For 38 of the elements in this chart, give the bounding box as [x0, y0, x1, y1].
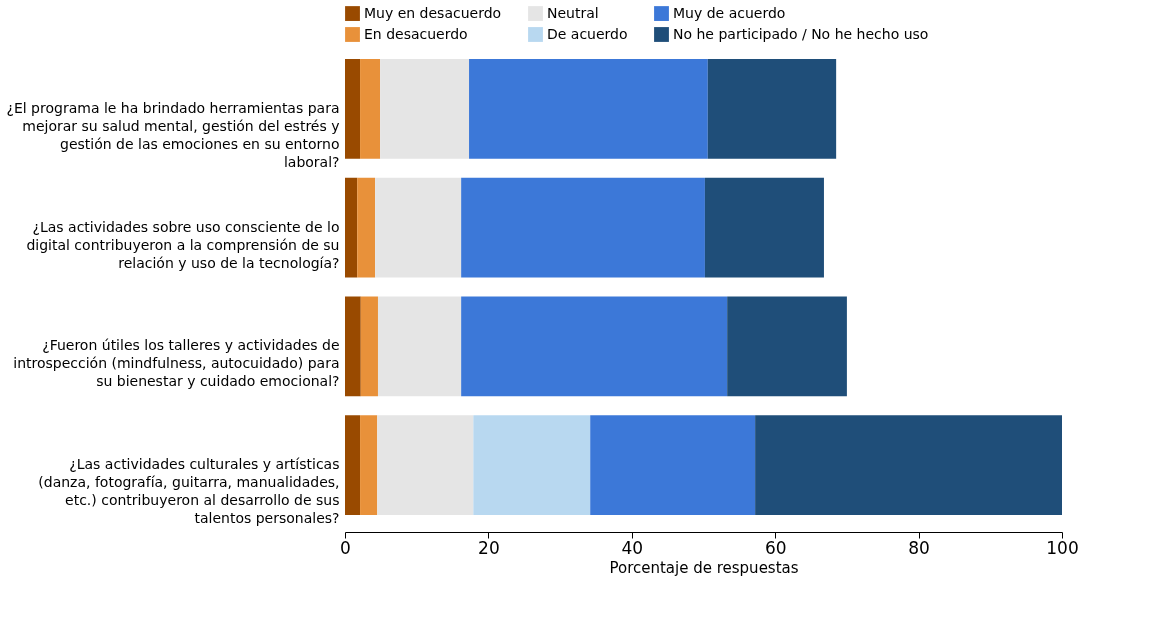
y-tick-label: ¿Las actividades sobre uso consciente de lo digital contribuyeron a la comprensión de su relación y uso de la tecnología?	[26, 218, 340, 271]
bar	[375, 177, 462, 278]
legend-label: Muy de acuerdo	[673, 4, 786, 21]
bar	[360, 415, 378, 515]
bar	[345, 177, 358, 278]
x-tick-label: 60	[764, 537, 787, 558]
bar	[345, 415, 361, 515]
bar	[380, 59, 470, 159]
bar	[707, 59, 837, 159]
bar	[590, 415, 756, 515]
x-tick-label: 0	[340, 537, 351, 558]
bar	[461, 177, 705, 278]
y-tick-label: ¿Las actividades culturales y artísticas (danza, fotografía, guitarra, manualidades, etc.) contribuyeron al desarrollo de sus talentos personales?	[38, 456, 340, 527]
y-tick-label: ¿El programa le ha brindado herramientas para mejorar su salud mental, gestión del estrés y gestión de las emociones en su entorno laboral?	[6, 99, 340, 170]
bar	[345, 296, 361, 397]
x-tick-label: 100	[1046, 537, 1079, 558]
bar	[704, 177, 824, 278]
bar	[360, 59, 381, 159]
bar	[461, 296, 728, 397]
legend-label: En desacuerdo	[364, 25, 468, 42]
legend-label: No he participado / No he hecho uso	[673, 25, 929, 42]
bar	[360, 296, 378, 397]
x-axis-title: Porcentaje de respuestas	[609, 558, 799, 577]
bar	[473, 415, 591, 515]
legend-label: Neutral	[547, 4, 599, 21]
bar	[377, 415, 474, 515]
bar	[357, 177, 376, 278]
y-tick-label: ¿Fueron útiles los talleres y actividades de introspección (mindfulness, autocuidado) para su bienestar y cuidado emocional?	[13, 337, 340, 390]
bar	[377, 296, 462, 397]
bar	[727, 296, 847, 397]
x-tick-label: 20	[478, 537, 500, 558]
legend-label: De acuerdo	[547, 25, 628, 42]
x-tick-label: 80	[908, 537, 930, 558]
bar	[755, 415, 1062, 515]
x-tick-label: 40	[621, 537, 644, 558]
legend-label: Muy en desacuerdo	[364, 4, 502, 21]
bar	[345, 59, 361, 159]
bar	[469, 59, 708, 159]
